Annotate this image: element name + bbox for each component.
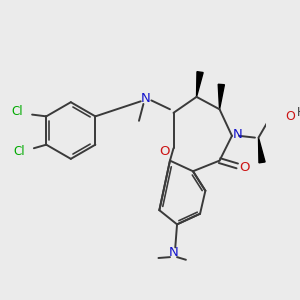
Text: Cl: Cl — [14, 145, 25, 158]
Text: Cl: Cl — [12, 104, 23, 118]
Polygon shape — [218, 84, 224, 109]
Polygon shape — [259, 138, 265, 163]
Text: O: O — [239, 161, 250, 174]
Text: N: N — [169, 246, 178, 259]
Polygon shape — [196, 72, 203, 97]
Text: O: O — [159, 145, 170, 158]
Text: N: N — [232, 128, 242, 141]
Text: O: O — [285, 110, 295, 123]
Text: N: N — [141, 92, 151, 105]
Text: H: H — [297, 106, 300, 119]
